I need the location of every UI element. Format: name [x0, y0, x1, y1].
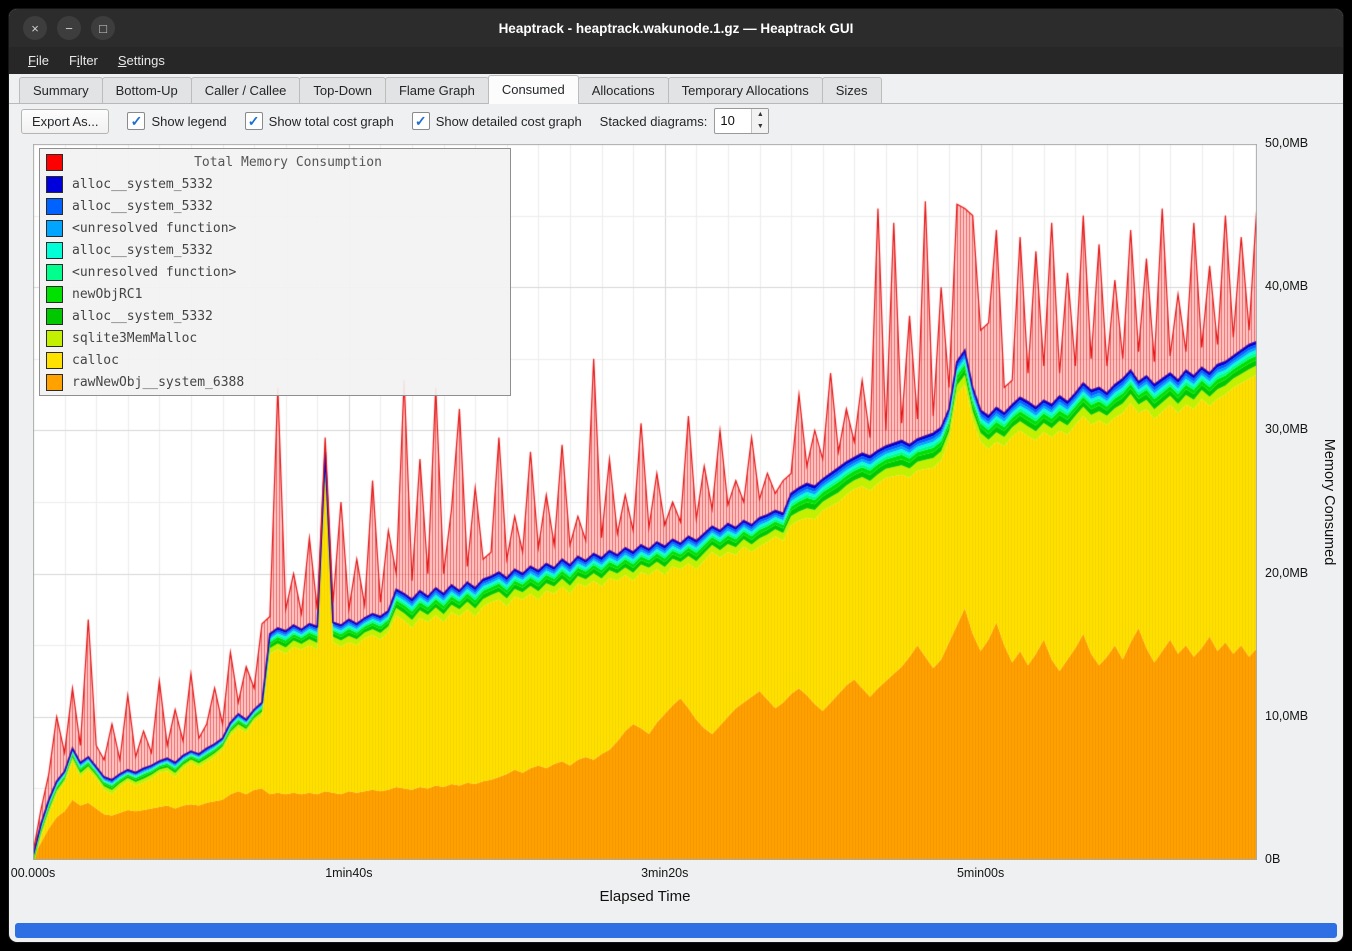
menu-bar: File Filter Settings	[9, 47, 1343, 74]
legend-entry: <unresolved function>	[40, 261, 510, 283]
checkbox-show-total-cost-graph[interactable]: ✓ Show total cost graph	[244, 112, 394, 130]
y-axis-tick-label: 20,0MB	[1265, 565, 1309, 580]
legend-entry: <unresolved function>	[40, 217, 510, 239]
x-axis-title: Elapsed Time	[599, 888, 691, 905]
checkbox-icon[interactable]: ✓	[127, 112, 146, 130]
legend-entry: alloc__system_5332	[40, 195, 510, 217]
chart-legend: Total Memory Consumption alloc__system_53…	[39, 148, 511, 396]
y-axis-title: Memory Consumed	[1321, 438, 1337, 566]
stacked-diagrams-spinbox[interactable]: 10 ▲ ▼	[714, 108, 770, 134]
legend-entry: newObjRC1	[40, 283, 510, 305]
y-axis-tick-label: 10,0MB	[1265, 708, 1309, 723]
close-icon: ×	[31, 20, 39, 36]
legend-entry: alloc__system_5332	[40, 173, 510, 195]
legend-entry-label: alloc__system_5332	[72, 198, 213, 214]
close-button[interactable]: ×	[23, 16, 47, 40]
legend-entry-label: <unresolved function>	[72, 220, 237, 236]
menu-item-filter[interactable]: Filter	[68, 53, 98, 68]
tab-consumed[interactable]: Consumed	[487, 75, 579, 104]
legend-entry-label: alloc__system_5332	[72, 308, 213, 324]
tab-temporary-allocations[interactable]: Temporary Allocations	[667, 77, 823, 103]
color-swatch	[46, 241, 63, 259]
color-swatch	[46, 351, 63, 369]
tab-bar: Summary Bottom-Up Caller / Callee Top-Down F…	[9, 74, 1343, 104]
chart-area: Total Memory Consumption alloc__system_53…	[9, 136, 1343, 918]
checkbox-show-detailed-cost-graph[interactable]: ✓ Show detailed cost graph	[411, 112, 582, 130]
checkbox-icon[interactable]: ✓	[244, 112, 263, 130]
legend-entry-label: <unresolved function>	[72, 264, 237, 280]
export-as-button[interactable]: Export As...	[21, 108, 110, 134]
legend-entry: calloc	[40, 349, 510, 371]
color-swatch	[46, 219, 63, 237]
stacked-diagrams-label: Stacked diagrams:	[599, 113, 708, 129]
checkbox-label: Show detailed cost graph	[435, 113, 582, 129]
checkbox-label: Show total cost graph	[268, 113, 394, 129]
legend-entry: sqlite3MemMalloc	[40, 327, 510, 349]
stacked-diagrams-control: Stacked diagrams: 10 ▲ ▼	[600, 108, 770, 134]
spin-buttons: ▲ ▼	[751, 109, 769, 133]
x-axis-tick-label: 5min00s	[956, 866, 1005, 880]
horizontal-scrollbar[interactable]	[15, 922, 1337, 938]
checkbox-icon[interactable]: ✓	[411, 112, 430, 130]
spin-up-icon[interactable]: ▲	[756, 111, 764, 118]
legend-title-row: Total Memory Consumption	[40, 151, 510, 173]
legend-entry-label: alloc__system_5332	[72, 176, 213, 192]
chart-toolbar: Export As... ✓ Show legend ✓ Show total cos…	[9, 104, 1343, 138]
legend-entry-label: newObjRC1	[72, 286, 143, 302]
minimize-button[interactable]: −	[57, 16, 81, 40]
legend-entry-label: rawNewObj__system_6388	[72, 374, 245, 390]
tab-bottom-up[interactable]: Bottom-Up	[101, 77, 192, 103]
checkbox-group: ✓ Show legend ✓ Show total cost graph ✓ Show …	[127, 112, 582, 130]
x-axis-tick-label: 00.000s	[10, 866, 56, 880]
checkbox-label: Show legend	[151, 113, 227, 129]
y-axis-tick-label: 40,0MB	[1265, 279, 1309, 294]
minimize-icon: −	[65, 20, 73, 36]
legend-entry: alloc__system_5332	[40, 239, 510, 261]
menu-item-file[interactable]: File	[28, 53, 49, 68]
tab-summary[interactable]: Summary	[19, 77, 103, 103]
color-swatch	[46, 197, 63, 215]
tab-sizes[interactable]: Sizes	[821, 77, 882, 103]
legend-entry: rawNewObj__system_6388	[40, 371, 510, 393]
legend-entry-label: sqlite3MemMalloc	[72, 330, 198, 346]
color-swatch	[46, 175, 63, 193]
y-axis-tick-label: 50,0MB	[1265, 136, 1309, 150]
legend-title: Total Memory Consumption	[194, 154, 382, 170]
color-swatch	[46, 329, 63, 347]
color-swatch	[46, 285, 63, 303]
color-swatch	[46, 263, 63, 281]
tab-caller-callee[interactable]: Caller / Callee	[190, 77, 301, 103]
legend-entry: alloc__system_5332	[40, 305, 510, 327]
spin-down-icon[interactable]: ▼	[756, 123, 764, 130]
tab-allocations[interactable]: Allocations	[577, 77, 669, 103]
y-axis-tick-label: 30,0MB	[1265, 422, 1309, 437]
maximize-icon: □	[99, 20, 107, 36]
color-swatch	[46, 373, 63, 391]
legend-entry-label: alloc__system_5332	[72, 242, 213, 258]
x-axis-tick-label: 1min40s	[325, 866, 373, 880]
bottom-bar	[9, 918, 1343, 942]
menu-item-settings[interactable]: Settings	[117, 53, 165, 68]
heaptrack-window: × − □ Heaptrack - heaptrack.wakunode.1.gz …	[8, 8, 1344, 943]
color-swatch	[46, 307, 63, 325]
window-title: Heaptrack - heaptrack.wakunode.1.gz — He…	[498, 20, 854, 36]
tab-flame-graph[interactable]: Flame Graph	[384, 77, 489, 103]
title-bar: × − □ Heaptrack - heaptrack.wakunode.1.gz …	[9, 9, 1343, 47]
x-axis-tick-label: 3min20s	[641, 866, 689, 880]
maximize-button[interactable]: □	[91, 16, 115, 40]
checkbox-show-legend[interactable]: ✓ Show legend	[127, 112, 227, 130]
tab-top-down[interactable]: Top-Down	[299, 77, 386, 103]
stacked-diagrams-value[interactable]: 10	[720, 113, 735, 128]
window-controls: × − □	[23, 9, 115, 47]
legend-entry-label: calloc	[72, 352, 119, 368]
y-axis-tick-label: 0B	[1265, 852, 1281, 866]
color-swatch	[46, 153, 63, 171]
